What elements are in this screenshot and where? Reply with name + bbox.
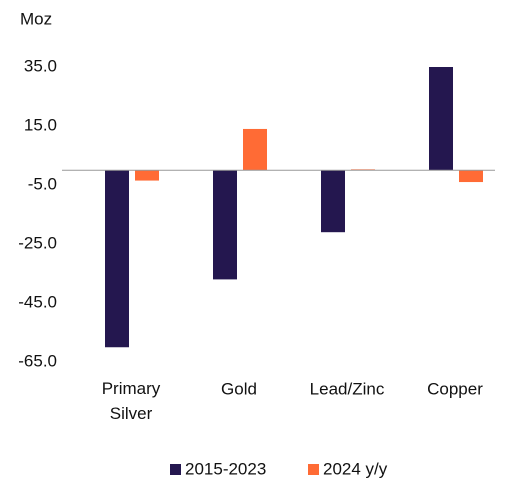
bar — [213, 170, 237, 280]
bar — [105, 170, 129, 348]
bar — [243, 128, 267, 171]
bar — [429, 67, 453, 171]
bar — [135, 170, 159, 181]
legend-label: 2024 y/y — [323, 459, 388, 478]
y-tick-label: 15.0 — [24, 115, 57, 134]
x-tick-label: Primary Silver — [102, 379, 161, 423]
x-tick-label: Gold — [221, 379, 257, 398]
legend-label: 2015-2023 — [185, 459, 266, 478]
x-tick-label: Lead/Zinc — [310, 379, 385, 398]
legend-swatch — [170, 464, 181, 475]
y-tick-label: 35.0 — [24, 56, 57, 75]
bar — [459, 170, 483, 183]
legend-swatch — [308, 464, 319, 475]
y-axis-label: Moz — [20, 9, 52, 28]
y-tick-label: -5.0 — [28, 174, 57, 193]
x-tick-label: Copper — [427, 379, 483, 398]
y-tick-label: -65.0 — [18, 351, 57, 370]
y-tick-label: -25.0 — [18, 233, 57, 252]
y-tick-label: -45.0 — [18, 292, 57, 311]
bar — [321, 170, 345, 233]
